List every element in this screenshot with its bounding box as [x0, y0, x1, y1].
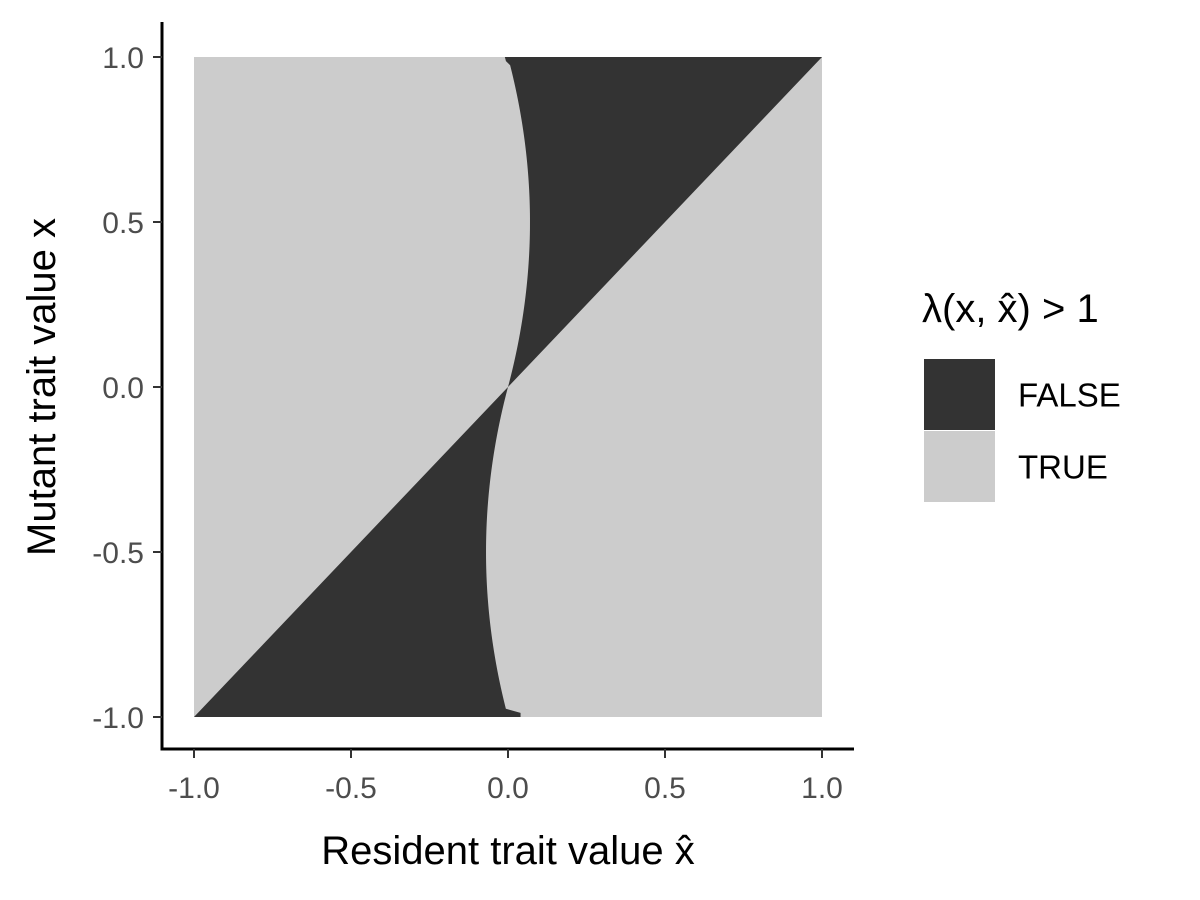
y-tick-label: -0.5: [92, 537, 144, 570]
x-tick-label: 0.5: [644, 772, 686, 805]
legend-key-false: [924, 359, 995, 430]
region-false-upper: [504, 57, 822, 387]
x-tick-label: -0.5: [325, 772, 377, 805]
plot-area: [194, 57, 822, 717]
legend: λ(x, x̂) > 1 FALSE TRUE: [922, 287, 1121, 502]
x-tick-label: 1.0: [801, 772, 843, 805]
x-axis-title: Resident trait value x̂: [321, 829, 695, 873]
legend-title: λ(x, x̂) > 1: [922, 287, 1099, 331]
y-tick-label: 0.0: [102, 372, 144, 405]
legend-label-false: FALSE: [1018, 377, 1121, 414]
ticks: -1.0 -0.5 0.0 0.5 1.0 -1.0 -0.5 0.0 0.5 1.0: [92, 42, 843, 805]
legend-entries: FALSE TRUE: [924, 359, 1121, 502]
legend-label-true: TRUE: [1018, 449, 1108, 486]
y-tick-label: -1.0: [92, 702, 144, 735]
x-tick-label: -1.0: [168, 772, 220, 805]
region-false-lower: [194, 387, 521, 717]
x-tick-label: 0.0: [487, 772, 529, 805]
y-axis-title: Mutant trait value x: [20, 218, 64, 556]
y-tick-label: 0.5: [102, 207, 144, 240]
legend-key-true: [924, 431, 995, 502]
y-tick-label: 1.0: [102, 42, 144, 75]
